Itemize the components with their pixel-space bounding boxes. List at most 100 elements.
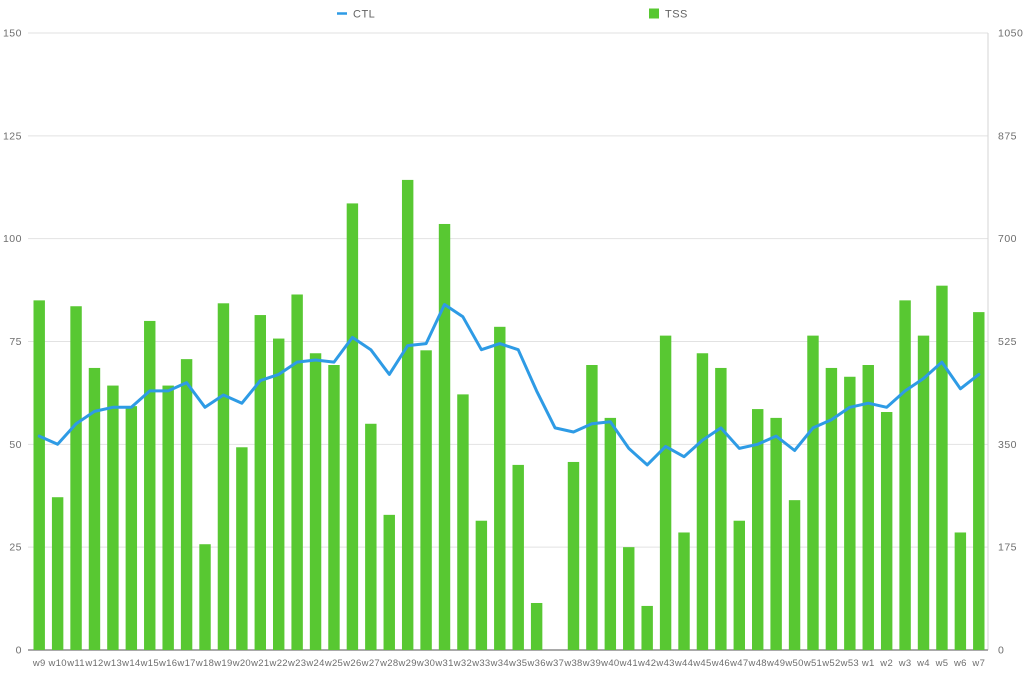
bar-w19 xyxy=(217,303,230,650)
x-label-w37: w37 xyxy=(545,658,564,669)
bar-w3 xyxy=(899,300,911,650)
x-label-w13: w13 xyxy=(103,658,122,669)
x-label-w14: w14 xyxy=(121,658,140,669)
right-axis-tick-350: 350 xyxy=(998,439,1017,451)
legend-item-ctl[interactable]: CTL xyxy=(337,9,375,21)
x-label-w35: w35 xyxy=(508,658,527,669)
x-label-w48: w48 xyxy=(748,658,767,669)
left-axis-tick-100: 100 xyxy=(3,233,22,245)
x-label-w18: w18 xyxy=(195,658,214,669)
x-label-w28: w28 xyxy=(379,658,398,669)
left-axis-tick-125: 125 xyxy=(3,130,22,142)
x-label-w43: w43 xyxy=(655,658,674,669)
x-label-w15: w15 xyxy=(140,658,159,669)
bar-w26 xyxy=(346,203,359,650)
x-label-w31: w31 xyxy=(434,658,453,669)
bar-w34 xyxy=(494,326,506,650)
bar-w23 xyxy=(291,294,303,650)
x-label-w32: w32 xyxy=(453,658,472,669)
bar-w10 xyxy=(51,497,64,650)
bar-w53 xyxy=(844,376,856,650)
bar-w41 xyxy=(623,547,635,650)
bar-w39 xyxy=(586,365,598,650)
x-label-w52: w52 xyxy=(821,658,840,669)
bar-w48 xyxy=(752,409,764,650)
bar-w42 xyxy=(641,605,653,650)
bar-w38 xyxy=(567,461,580,650)
ctl-line-series xyxy=(37,303,981,467)
bar-w35 xyxy=(512,464,524,650)
ctl-line-path xyxy=(37,303,981,467)
x-label-w49: w49 xyxy=(766,658,785,669)
x-label-w17: w17 xyxy=(176,658,195,669)
left-axis-tick-75: 75 xyxy=(9,336,22,348)
x-label-w21: w21 xyxy=(250,658,269,669)
tss-square-legend-icon xyxy=(649,8,659,19)
bar-w4 xyxy=(917,335,930,650)
bar-w5 xyxy=(936,285,948,650)
legend-item-tss[interactable]: TSS xyxy=(649,8,688,21)
bar-w24 xyxy=(309,353,322,650)
bar-w36 xyxy=(530,602,543,650)
right-axis-tick-175: 175 xyxy=(998,542,1017,554)
x-label-w36: w36 xyxy=(526,658,545,669)
bar-w18 xyxy=(199,544,211,650)
x-label-w23: w23 xyxy=(287,658,306,669)
x-label-w16: w16 xyxy=(158,658,177,669)
bar-w43 xyxy=(659,335,672,650)
legend: CTL TSS xyxy=(337,8,688,21)
x-label-w38: w38 xyxy=(563,658,582,669)
x-label-w27: w27 xyxy=(361,658,380,669)
x-label-w9: w9 xyxy=(32,658,46,669)
x-label-w10: w10 xyxy=(47,658,66,669)
bar-w9 xyxy=(33,300,45,650)
bar-w16 xyxy=(162,385,174,650)
x-label-w4: w4 xyxy=(916,658,930,669)
bar-w28 xyxy=(383,514,395,650)
left-axis-tick-50: 50 xyxy=(9,439,22,451)
x-label-w39: w39 xyxy=(582,658,601,669)
bar-w40 xyxy=(604,417,617,650)
bar-w1 xyxy=(862,365,874,650)
x-label-w7: w7 xyxy=(971,658,985,669)
bar-w27 xyxy=(365,423,377,650)
bar-w45 xyxy=(696,353,709,650)
x-label-w12: w12 xyxy=(84,658,103,669)
bar-w31 xyxy=(438,223,451,650)
bar-w11 xyxy=(70,306,82,650)
left-axis-tick-150: 150 xyxy=(3,28,22,40)
x-label-w40: w40 xyxy=(600,658,619,669)
x-label-w41: w41 xyxy=(619,658,638,669)
bar-w32 xyxy=(457,394,469,650)
x-label-w53: w53 xyxy=(840,658,859,669)
x-label-w6: w6 xyxy=(953,658,967,669)
x-label-w46: w46 xyxy=(711,658,730,669)
bar-w17 xyxy=(180,359,193,650)
x-label-w33: w33 xyxy=(471,658,490,669)
bar-w44 xyxy=(678,532,690,650)
left-axis-tick-0: 0 xyxy=(16,645,22,657)
bar-w52 xyxy=(825,367,838,650)
x-label-w51: w51 xyxy=(803,658,822,669)
x-label-w5: w5 xyxy=(935,658,949,669)
x-label-w25: w25 xyxy=(324,658,343,669)
bar-w51 xyxy=(807,335,819,650)
x-label-w29: w29 xyxy=(398,658,417,669)
bar-w7 xyxy=(973,312,985,650)
bar-w29 xyxy=(401,179,414,650)
x-label-w2: w2 xyxy=(879,658,893,669)
bar-w2 xyxy=(880,412,893,650)
bar-w33 xyxy=(475,520,488,650)
legend-ctl-label: CTL xyxy=(353,9,375,21)
x-label-w11: w11 xyxy=(66,658,85,669)
bar-w46 xyxy=(715,367,727,650)
right-axis-tick-875: 875 xyxy=(998,130,1017,142)
bar-w14 xyxy=(125,406,138,650)
x-label-w19: w19 xyxy=(213,658,232,669)
bar-w30 xyxy=(420,350,432,650)
x-label-w26: w26 xyxy=(342,658,361,669)
x-label-w50: w50 xyxy=(784,658,803,669)
bar-w6 xyxy=(954,532,967,650)
bar-w15 xyxy=(144,320,156,650)
